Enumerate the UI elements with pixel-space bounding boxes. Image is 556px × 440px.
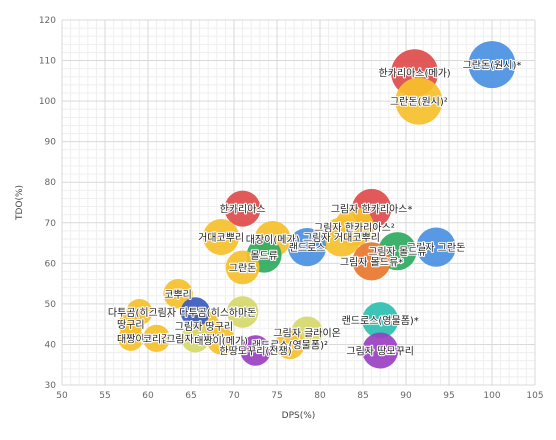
y-tick-label: 60 [45, 259, 57, 269]
bubble-label: 한카리아스(메가) [378, 68, 450, 80]
y-tick-label: 110 [39, 57, 56, 67]
x-tick-label: 100 [483, 391, 500, 401]
y-axis-title: TDO(%) [15, 185, 25, 221]
bubble [362, 332, 399, 369]
bubble-label: 그림자 땅구리 [175, 321, 233, 333]
bubble [226, 296, 259, 328]
bubble [203, 218, 240, 255]
y-tick-label: 100 [39, 97, 56, 107]
bubble-label: 그림자 대짱이 [166, 333, 224, 345]
x-tick-label: 55 [99, 391, 110, 401]
bubble [224, 190, 261, 227]
x-axis-ticks: 50 55 60 65 70 75 80 85 90 95 100 105 [56, 391, 543, 401]
bubble-label: 그란돈(원시)² [390, 96, 448, 108]
x-tick-label: 60 [142, 391, 154, 401]
bubble-label: 그림자 땅모꾸리 [346, 346, 414, 358]
x-axis-title: DPS(%) [282, 411, 316, 421]
bubble-label: 랜드로스(영물폼)* [342, 315, 419, 327]
bubble-label: 그림자 한카리아스* [331, 204, 413, 216]
bubble [321, 217, 362, 257]
bubble [468, 41, 516, 89]
bubble [288, 228, 327, 267]
y-tick-label: 70 [45, 219, 57, 229]
bubble-label: 몰드류 [250, 250, 278, 262]
bubble [240, 335, 271, 366]
bubble-label: 한카리아스 [220, 204, 266, 216]
y-axis-ticks: 30 40 50 60 70 80 90 100 110 120 [39, 16, 56, 391]
bubble-label: 그림자 몰드류* [340, 256, 403, 268]
bubble-label: 그란돈 [229, 262, 257, 274]
bubble-label: 거대코뿌리 [198, 232, 244, 244]
bubble [118, 325, 144, 351]
bubble-series [118, 41, 516, 369]
bubble-label: 땅구리 [117, 319, 145, 331]
x-tick-label: 70 [228, 391, 240, 401]
bubble-label: 한땅모꾸리(전쟁) [219, 346, 291, 358]
x-tick-label: 105 [526, 391, 543, 401]
bubble-label: 그란돈(원시)* [463, 60, 522, 72]
bubble [143, 324, 171, 352]
y-tick-label: 30 [45, 381, 57, 391]
bubble-label: 그림자 한카리아스² [314, 222, 395, 234]
bubble-label: 그림자 다투곰(히스이) [148, 307, 242, 319]
bubble [416, 227, 456, 267]
minor-grid [62, 20, 535, 385]
bubble-label: 랜드로스 [289, 242, 326, 254]
bubble-labels: 그란돈(원시)* 한카리아스(메가) 그란돈(원시)² 한카리아스 그림자 한카리아스*… [107, 59, 523, 359]
bubble [362, 302, 399, 339]
bubble [225, 250, 260, 285]
bubble-label: 랜드로스(영물폼)² [252, 339, 328, 351]
y-tick-label: 40 [45, 340, 57, 350]
bubble-label: 대짱이(메가) [194, 335, 248, 347]
bubble-label: 그림자 거대코뿌리 [303, 232, 380, 244]
y-tick-label: 50 [45, 300, 57, 310]
bubble-label: 다투곰(히스이) [108, 307, 171, 319]
bubble-label: 코뿌리 [164, 289, 192, 301]
x-tick-label: 65 [185, 391, 196, 401]
x-tick-label: 90 [400, 391, 412, 401]
bubble [395, 77, 443, 125]
y-tick-label: 90 [45, 138, 57, 148]
bubble-label: 대장이(메가) [246, 234, 300, 246]
bubble [275, 329, 305, 360]
bubble [181, 324, 210, 353]
bubble [206, 326, 236, 355]
x-tick-label: 80 [314, 391, 326, 401]
bubble-label: 하마돈 [229, 306, 257, 319]
y-tick-label: 80 [45, 178, 57, 188]
y-tick-label: 120 [39, 16, 56, 26]
x-tick-label: 75 [271, 391, 282, 401]
bubble [180, 297, 210, 327]
bubble-label: 그림자 그란돈 [407, 242, 465, 254]
bubble-label: 그림자 글라이온 [273, 327, 341, 339]
bubble-label: 코리갑 [143, 333, 171, 345]
bubble [352, 242, 391, 281]
bubble-label: 그림자 몰드류 [368, 246, 426, 258]
x-tick-label: 95 [443, 391, 454, 401]
x-tick-label: 50 [56, 391, 68, 401]
x-tick-label: 85 [357, 391, 368, 401]
bubble-label: 대짱이 [117, 333, 145, 345]
